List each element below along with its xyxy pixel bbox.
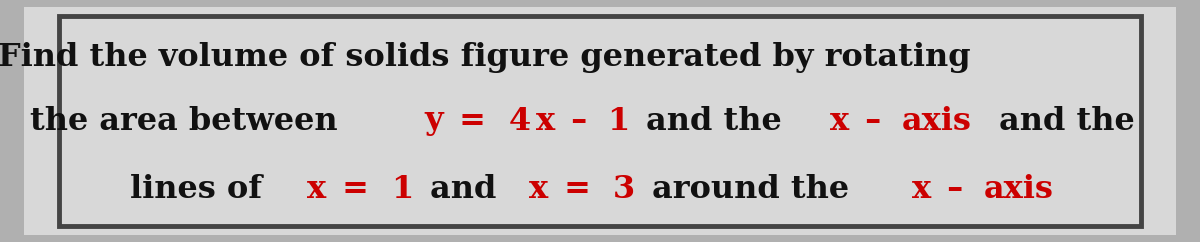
Text: 3: 3 (613, 174, 635, 205)
Text: 1: 1 (391, 174, 414, 205)
Text: –: – (854, 106, 893, 136)
Text: 1: 1 (607, 106, 630, 136)
Text: around the: around the (641, 174, 860, 205)
Text: =: = (331, 174, 380, 205)
Text: y: y (425, 106, 443, 136)
Text: x: x (830, 106, 850, 136)
Text: and the: and the (635, 106, 793, 136)
Text: 4: 4 (509, 106, 530, 136)
FancyBboxPatch shape (59, 16, 1141, 226)
Text: x: x (529, 174, 548, 205)
Text: Find the volume of solids figure generated by rotating: Find the volume of solids figure generat… (0, 42, 971, 73)
Text: and: and (419, 174, 508, 205)
Text: –: – (559, 106, 598, 136)
Text: x: x (912, 174, 931, 205)
Text: x: x (536, 106, 556, 136)
Text: x: x (307, 174, 326, 205)
Text: axis: axis (984, 174, 1054, 205)
Text: –: – (936, 174, 974, 205)
Text: =: = (552, 174, 601, 205)
Text: and the: and the (989, 106, 1135, 136)
Text: the area between: the area between (30, 106, 348, 136)
Text: lines of: lines of (130, 174, 272, 205)
Text: axis: axis (901, 106, 972, 136)
Text: =: = (448, 106, 497, 136)
